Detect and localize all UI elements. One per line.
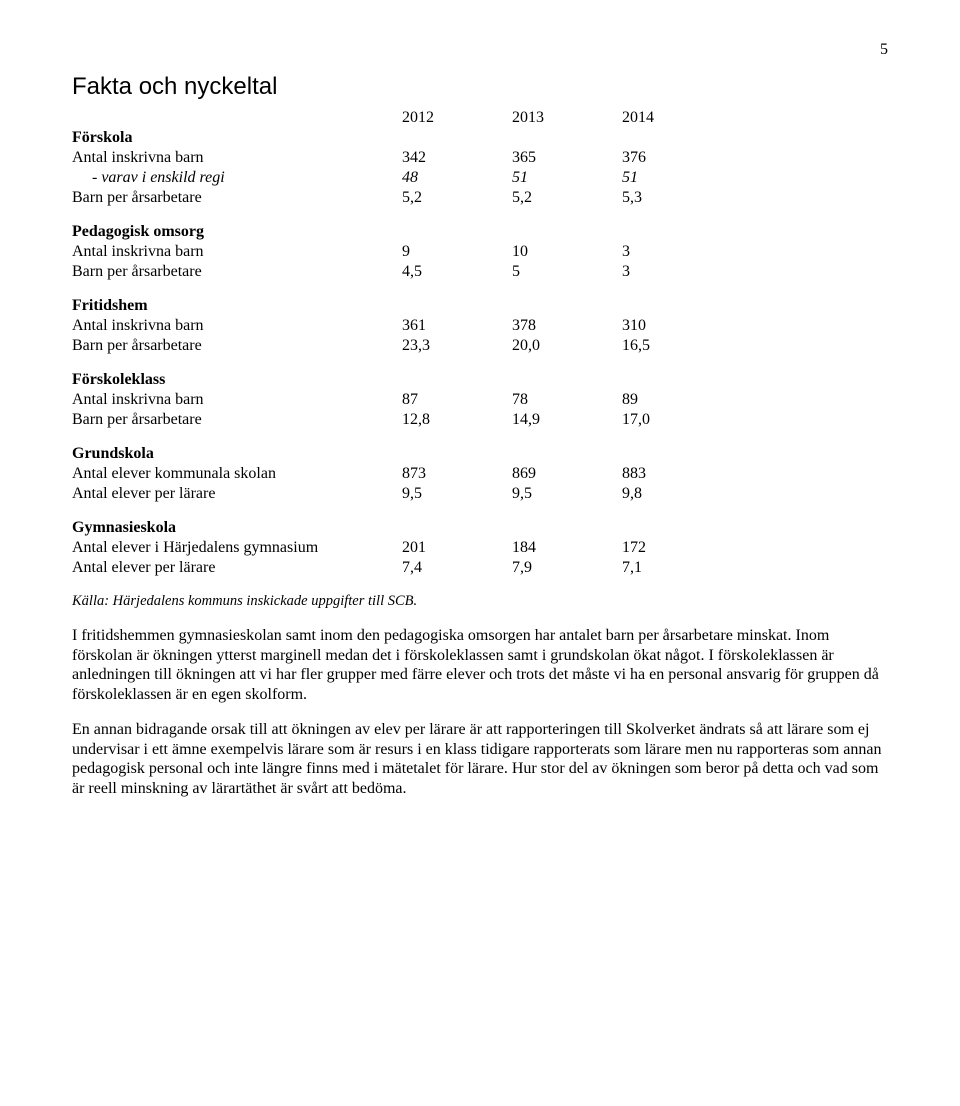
row-value: 87: [402, 391, 418, 408]
row-value: 4,5: [402, 263, 422, 280]
row-value: 12,8: [402, 411, 430, 428]
row-label: Antal elever i Härjedalens gymnasium: [72, 539, 318, 556]
row-value: 873: [402, 465, 426, 482]
row-label: Barn per årsarbetare: [72, 337, 202, 354]
row-label: Antal inskrivna barn: [72, 317, 204, 334]
row-label: Antal inskrivna barn: [72, 391, 204, 408]
row-value: 201: [402, 539, 426, 556]
body-paragraph-1: I fritidshemmen gymnasieskolan samt inom…: [72, 626, 888, 704]
row-value: 3: [622, 243, 630, 260]
year-header: 2014: [622, 109, 654, 126]
row-value: 23,3: [402, 337, 430, 354]
row-value: 883: [622, 465, 646, 482]
section-heading: Förskoleklass: [72, 371, 165, 388]
row-label: Antal inskrivna barn: [72, 149, 204, 166]
row-label: Antal elever per lärare: [72, 485, 215, 502]
row-value: 14,9: [512, 411, 540, 428]
row-value: 7,1: [622, 559, 642, 576]
row-value: 9: [402, 243, 410, 260]
row-value: 9,5: [402, 485, 422, 502]
row-value: 172: [622, 539, 646, 556]
row-value: 78: [512, 391, 528, 408]
row-label: Antal elever per lärare: [72, 559, 215, 576]
row-value: 7,4: [402, 559, 422, 576]
row-value: 7,9: [512, 559, 532, 576]
section-heading: Grundskola: [72, 445, 154, 462]
row-label: Barn per årsarbetare: [72, 189, 202, 206]
row-value: 17,0: [622, 411, 650, 428]
row-value: 5: [512, 263, 520, 280]
row-value: 5,2: [402, 189, 422, 206]
row-value: 48: [402, 169, 418, 186]
section-heading: Pedagogisk omsorg: [72, 223, 204, 240]
section-heading: Gymnasieskola: [72, 519, 176, 536]
row-value: 3: [622, 263, 630, 280]
row-label: Antal elever kommunala skolan: [72, 465, 276, 482]
row-value: 184: [512, 539, 536, 556]
row-value: 310: [622, 317, 646, 334]
row-value: 5,3: [622, 189, 642, 206]
row-value: 51: [512, 169, 528, 186]
row-dash: -: [92, 169, 101, 186]
row-value: 16,5: [622, 337, 650, 354]
row-label: Antal inskrivna barn: [72, 243, 204, 260]
section-heading: Förskola: [72, 129, 132, 146]
table-footnote: Källa: Härjedalens kommuns inskickade up…: [72, 592, 888, 610]
row-label: Barn per årsarbetare: [72, 411, 202, 428]
row-value: 51: [622, 169, 638, 186]
row-value: 378: [512, 317, 536, 334]
row-value: 9,8: [622, 485, 642, 502]
facts-table: 201220132014FörskolaAntal inskrivna barn…: [72, 108, 732, 578]
row-value: 376: [622, 149, 646, 166]
row-value: 10: [512, 243, 528, 260]
year-header: 2013: [512, 109, 544, 126]
row-label: varav i enskild regi: [101, 169, 224, 186]
page-number: 5: [72, 40, 888, 60]
row-value: 869: [512, 465, 536, 482]
row-value: 89: [622, 391, 638, 408]
row-value: 365: [512, 149, 536, 166]
row-value: 361: [402, 317, 426, 334]
page-title: Fakta och nyckeltal: [72, 72, 888, 102]
year-header: 2012: [402, 109, 434, 126]
row-value: 342: [402, 149, 426, 166]
row-value: 20,0: [512, 337, 540, 354]
section-heading: Fritidshem: [72, 297, 148, 314]
row-value: 5,2: [512, 189, 532, 206]
body-paragraph-2: En annan bidragande orsak till att öknin…: [72, 720, 888, 798]
row-label: Barn per årsarbetare: [72, 263, 202, 280]
row-value: 9,5: [512, 485, 532, 502]
